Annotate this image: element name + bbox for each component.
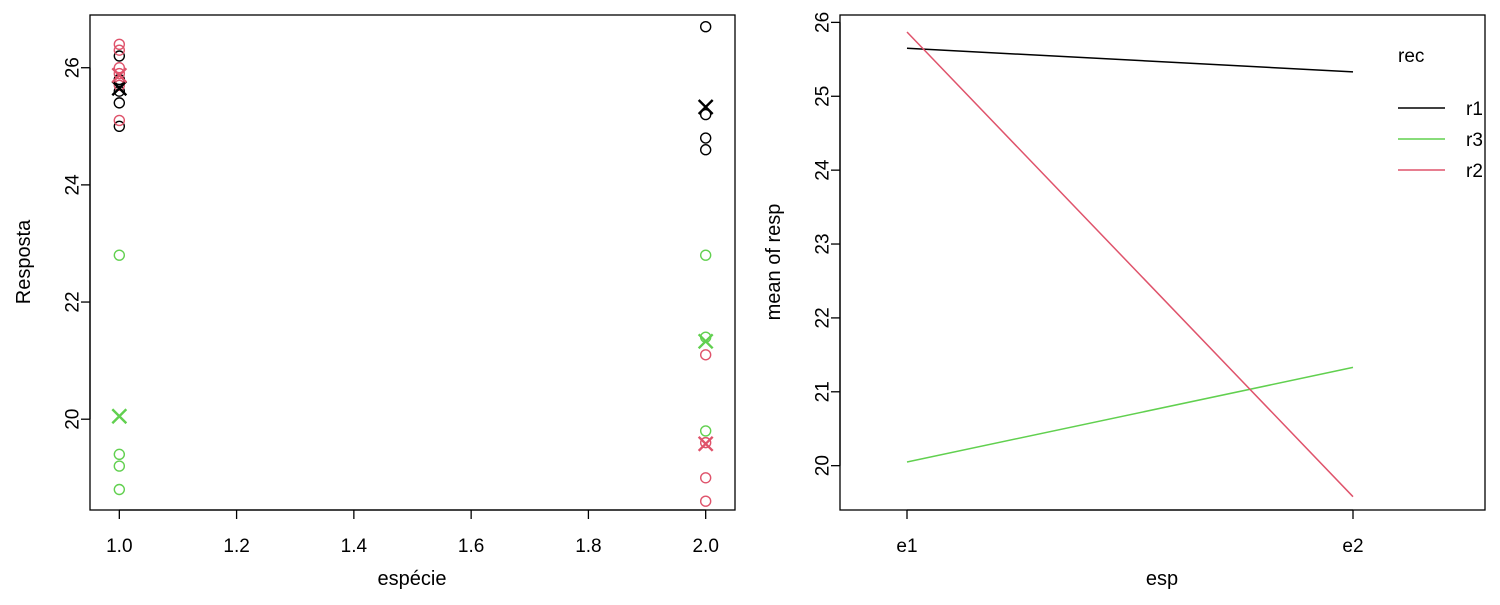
legend: rec r1 r3 r2 bbox=[1398, 46, 1483, 182]
scatter-y-axis-label: Resposta bbox=[13, 219, 35, 304]
scatter-x-tick-label: 2.0 bbox=[692, 536, 718, 557]
legend-label-r1: r1 bbox=[1466, 99, 1483, 120]
scatter-x-axis-label: espécie bbox=[378, 568, 447, 590]
scatter-x-axis: 1.0 1.2 1.4 1.6 1.8 2.0 bbox=[106, 509, 719, 557]
scatter-x-tick-label: 1.8 bbox=[575, 536, 601, 557]
interaction-y-axis-label: mean of resp bbox=[763, 204, 785, 321]
interaction-y-tick-label: 20 bbox=[813, 455, 834, 476]
data-point-r2 bbox=[113, 62, 126, 74]
legend-label-r2: r2 bbox=[1466, 161, 1483, 182]
data-point-r3 bbox=[113, 448, 126, 461]
series-line-r1 bbox=[906, 47, 1354, 73]
scatter-x-tick-label: 1.6 bbox=[458, 536, 484, 557]
mean-marker-r3 bbox=[697, 333, 714, 350]
interaction-y-tick-label: 25 bbox=[813, 86, 834, 107]
scatter-y-tick-label: 26 bbox=[63, 57, 84, 78]
data-point-r3 bbox=[113, 483, 126, 496]
scatter-y-axis: 20 22 24 26 bbox=[63, 57, 91, 430]
data-point-r2 bbox=[113, 79, 126, 91]
data-point-r1 bbox=[113, 50, 126, 62]
mean-marker-r2 bbox=[111, 67, 128, 84]
data-point-r2 bbox=[113, 38, 126, 50]
series-line-r2 bbox=[906, 31, 1354, 498]
data-point-r3 bbox=[113, 249, 126, 261]
series-line-r3 bbox=[906, 366, 1354, 463]
mean-marker-r3 bbox=[111, 408, 128, 425]
scatter-x-tick-label: 1.0 bbox=[106, 536, 132, 557]
interaction-plot-frame bbox=[839, 14, 1486, 511]
interaction-x-tick-label: e1 bbox=[896, 536, 917, 557]
data-point-r2 bbox=[113, 67, 126, 80]
data-point-r1 bbox=[113, 97, 126, 109]
interaction-x-axis: e1 e2 bbox=[896, 509, 1364, 557]
data-point-r2 bbox=[113, 114, 126, 127]
scatter-panel: 1.0 1.2 1.4 1.6 1.8 2.0 20 22 24 26 espécie Resp… bbox=[13, 14, 736, 590]
interaction-y-tick-label: 22 bbox=[813, 307, 834, 328]
data-point-r2 bbox=[113, 44, 126, 56]
legend-title: rec bbox=[1398, 46, 1424, 67]
mean-marker-r2 bbox=[697, 435, 714, 452]
interaction-panel: e1 e2 20 21 22 23 24 25 26 rec r1 r3 r2 esp mean … bbox=[763, 12, 1486, 590]
mean-marker-r1 bbox=[697, 99, 714, 115]
data-point-r1 bbox=[699, 21, 712, 33]
scatter-y-tick-label: 20 bbox=[63, 409, 84, 430]
data-point-r2 bbox=[699, 349, 712, 361]
data-point-r1 bbox=[113, 120, 126, 133]
interaction-x-tick-label: e2 bbox=[1342, 536, 1363, 557]
interaction-y-tick-label: 26 bbox=[813, 12, 834, 33]
data-point-r3 bbox=[113, 460, 126, 472]
interaction-y-tick-label: 24 bbox=[813, 159, 834, 181]
interaction-x-axis-label: esp bbox=[1146, 568, 1178, 590]
data-point-r1 bbox=[699, 108, 712, 121]
scatter-y-tick-label: 24 bbox=[63, 174, 84, 196]
data-point-r2 bbox=[699, 495, 712, 507]
data-point-r1 bbox=[699, 132, 712, 144]
data-point-r2 bbox=[699, 472, 712, 484]
data-point-r3 bbox=[699, 249, 712, 261]
interaction-lines bbox=[906, 31, 1354, 498]
scatter-points bbox=[111, 21, 714, 507]
legend-label-r3: r3 bbox=[1466, 130, 1483, 151]
scatter-x-tick-label: 1.2 bbox=[223, 536, 249, 557]
data-point-r2 bbox=[699, 436, 712, 449]
scatter-x-tick-label: 1.4 bbox=[341, 536, 368, 557]
scatter-y-tick-label: 22 bbox=[63, 291, 84, 312]
data-point-r1 bbox=[699, 144, 712, 156]
scatter-plot-frame bbox=[89, 14, 736, 511]
mean-marker-r1 bbox=[111, 80, 128, 97]
interaction-y-tick-label: 23 bbox=[813, 233, 834, 254]
interaction-y-tick-label: 21 bbox=[813, 381, 834, 402]
data-point-r3 bbox=[699, 425, 712, 437]
interaction-y-axis: 20 21 22 23 24 25 26 bbox=[813, 12, 841, 476]
data-point-r1 bbox=[113, 85, 126, 97]
